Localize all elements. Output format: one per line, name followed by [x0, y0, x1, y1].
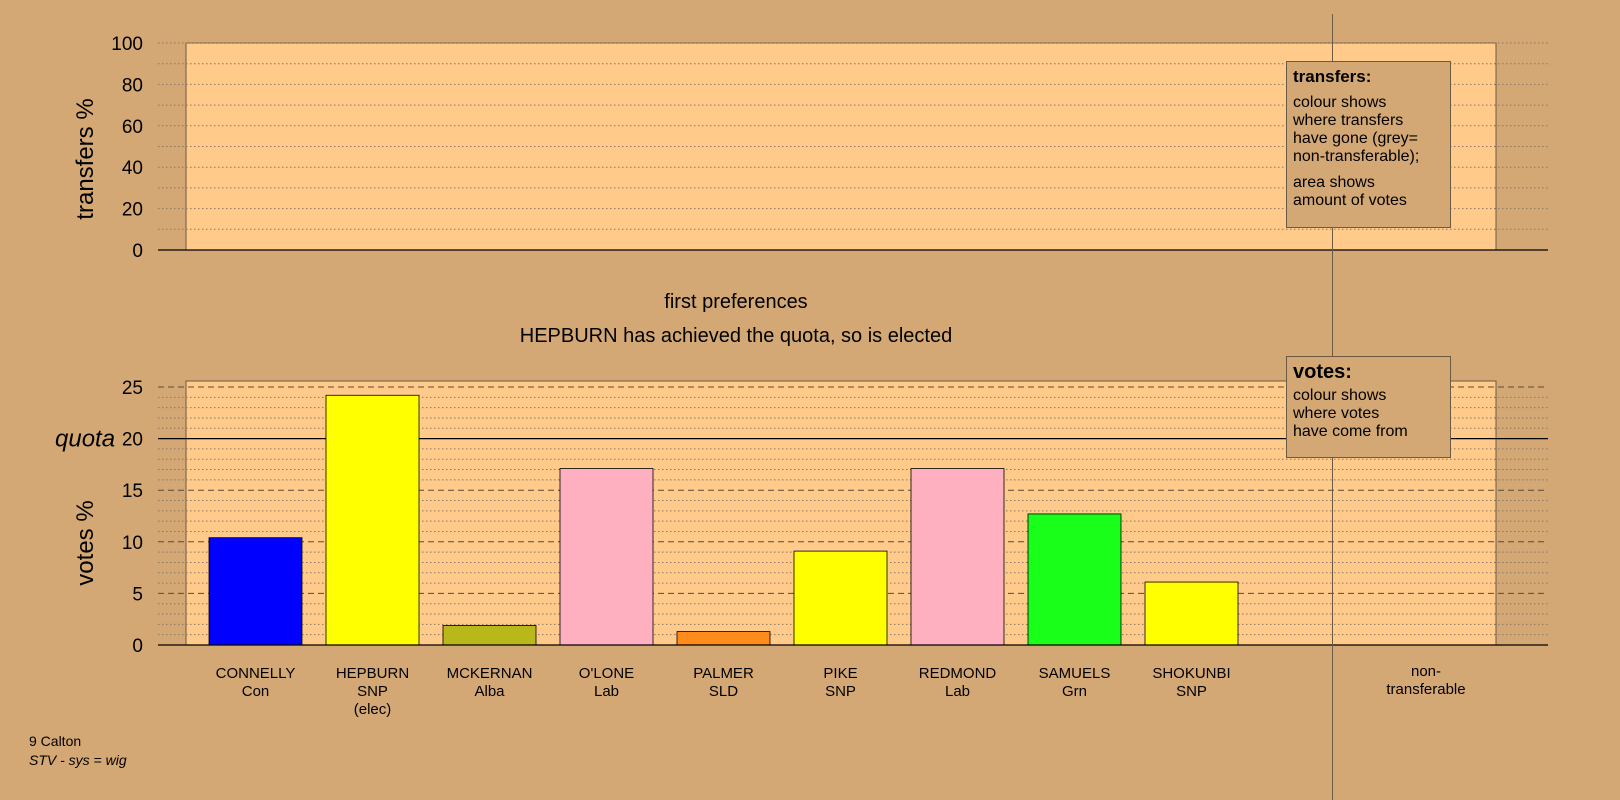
- voting-system: STV - sys = wig: [29, 752, 127, 768]
- votes-legend-line: where votes: [1293, 405, 1380, 422]
- transfers-tick-label: 20: [122, 200, 143, 221]
- candidate-party: SNP: [825, 683, 856, 700]
- bar-redmond: [910, 468, 1005, 646]
- transfers-legend-line: have gone (grey=: [1293, 130, 1418, 147]
- candidate-party: SNP: [357, 683, 388, 700]
- candidate-name: SHOKUNBI: [1152, 665, 1230, 682]
- chart-title: first preferences: [664, 291, 807, 313]
- bar-samuels: [1027, 513, 1122, 646]
- candidate-party: SNP: [1176, 683, 1207, 700]
- candidate-party: Alba: [474, 683, 505, 700]
- transfers-tick-label: 80: [122, 75, 143, 96]
- non-transferable-label: non-: [1411, 663, 1441, 680]
- transfers-tick-label: 100: [111, 34, 143, 55]
- votes-panel: quota0510152025CONNELLYConHEPBURNSNP(ele…: [55, 378, 1548, 718]
- candidate-party: Lab: [594, 683, 619, 700]
- bar-connelly: [208, 537, 303, 646]
- quota-label: quota: [55, 426, 115, 453]
- candidate-name: REDMOND: [919, 665, 997, 682]
- bar-olone: [559, 468, 654, 646]
- candidate-status: (elec): [354, 701, 392, 718]
- votes-tick-label: 10: [122, 533, 143, 554]
- votes-axis-title: votes %: [72, 500, 99, 585]
- bar-hepburn: [325, 394, 420, 646]
- bar-palmer: [676, 631, 771, 646]
- transfers-tick-label: 60: [122, 117, 143, 138]
- candidate-name: MCKERNAN: [447, 665, 533, 682]
- bar-mckernan: [442, 624, 537, 646]
- candidate-name: CONNELLY: [216, 665, 296, 682]
- transfers-plot-area: [185, 42, 1497, 251]
- transfers-legend-title: transfers:: [1293, 67, 1372, 86]
- votes-tick-label: 20: [122, 430, 143, 451]
- candidate-name: PIKE: [823, 665, 857, 682]
- bar-pike: [793, 550, 888, 646]
- votes-tick-label: 15: [122, 481, 143, 502]
- candidate-name: HEPBURN: [336, 665, 409, 682]
- votes-tick-label: 5: [132, 584, 143, 605]
- non-transferable-label: transferable: [1386, 681, 1465, 698]
- transfers-legend-line: amount of votes: [1293, 192, 1407, 209]
- ward-name: 9 Calton: [29, 733, 82, 749]
- candidate-party: Con: [242, 683, 270, 700]
- transfers-legend-line: where transfers: [1293, 112, 1404, 129]
- votes-legend-line: colour shows: [1293, 387, 1387, 404]
- candidate-party: SLD: [709, 683, 738, 700]
- votes-legend: votes: colour shows where votes have com…: [1286, 356, 1451, 458]
- votes-legend-line: have come from: [1293, 423, 1408, 440]
- transfers-panel: 0 20 40 60 80 100: [111, 34, 1548, 262]
- transfers-legend: transfers: colour shows where transfers …: [1286, 61, 1451, 228]
- candidate-party: Lab: [945, 683, 970, 700]
- candidate-name: SAMUELS: [1039, 665, 1111, 682]
- transfers-legend-line: area shows: [1293, 174, 1375, 191]
- transfers-legend-line: non-transferable);: [1293, 148, 1420, 165]
- candidate-party: Grn: [1062, 683, 1087, 700]
- votes-tick-label: 0: [132, 636, 143, 657]
- bar-shokunbi: [1144, 581, 1239, 646]
- votes-legend-title: votes:: [1293, 361, 1352, 383]
- transfers-axis-title: transfers %: [72, 98, 99, 219]
- transfers-tick-label: 40: [122, 158, 143, 179]
- votes-tick-label: 25: [122, 378, 143, 399]
- chart-subtitle: HEPBURN has achieved the quota, so is el…: [520, 325, 952, 347]
- transfers-tick-label: 0: [132, 241, 143, 262]
- transfers-legend-line: colour shows: [1293, 94, 1387, 111]
- candidate-name: O'LONE: [579, 665, 634, 682]
- candidate-name: PALMER: [693, 665, 754, 682]
